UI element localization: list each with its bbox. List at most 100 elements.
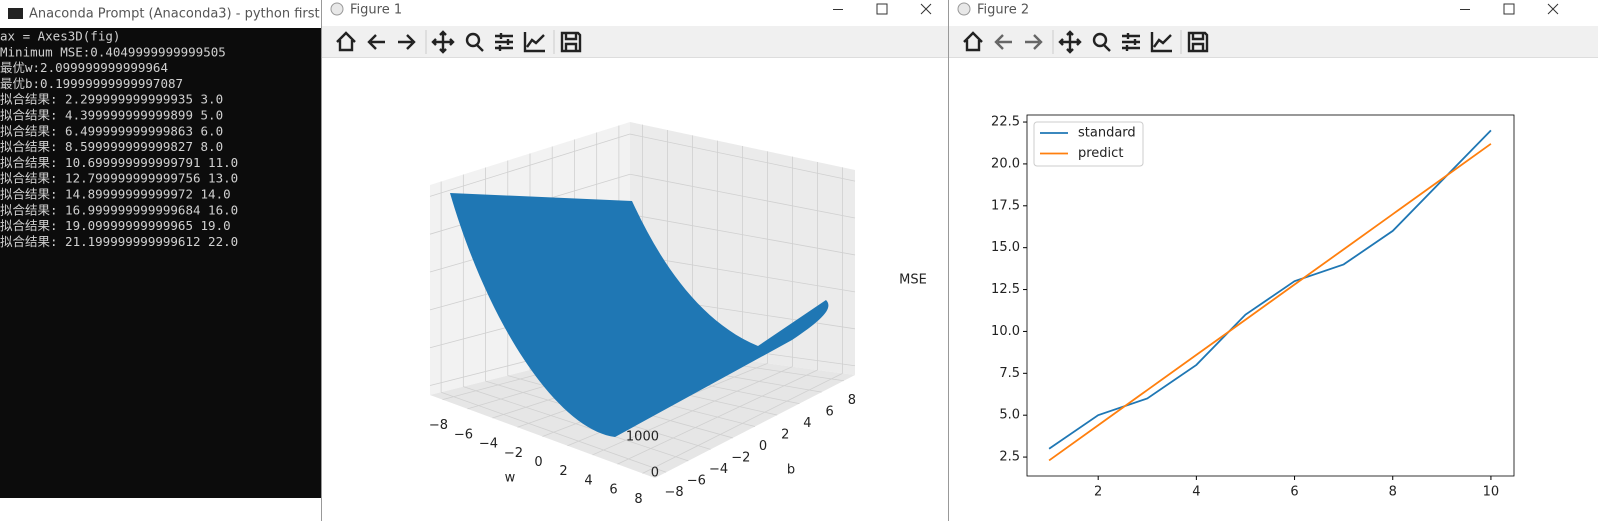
subplots-button[interactable] [495, 33, 513, 51]
z-axis-label: MSE [899, 273, 927, 288]
y-tick-label: 10.0 [991, 324, 1020, 339]
terminal-text: ax = Axes3D(fig)Minimum MSE:0.4049999999… [0, 29, 238, 249]
y-tick-label: 4 [803, 416, 811, 431]
save-button[interactable] [1187, 31, 1209, 53]
figure2-icon [957, 2, 971, 16]
terminal-line: 拟合结果: 8.599999999999827 8.0 [0, 139, 223, 154]
x-tick-label: 2 [559, 464, 567, 479]
forward-button[interactable] [398, 34, 416, 50]
terminal-line: 拟合结果: 16.999999999999684 16.0 [0, 202, 238, 217]
y-tick-label: −2 [731, 450, 750, 465]
line [1048, 143, 1492, 462]
terminal-line: 拟合结果: 10.699999999999791 11.0 [0, 155, 238, 170]
back-button[interactable] [994, 34, 1012, 50]
save-button[interactable] [560, 31, 582, 53]
z-tick-label: 0 [651, 465, 659, 480]
surface [450, 193, 829, 437]
x-tick-label: 6 [609, 483, 617, 498]
y-tick-label: 2 [781, 428, 789, 443]
grid-line [463, 386, 689, 462]
x-tick-label: 4 [1192, 485, 1200, 500]
x-tick-label: −6 [454, 427, 473, 442]
pan-button[interactable] [431, 30, 455, 54]
terminal-line: 拟合结果: 4.399999999999899 5.0 [0, 108, 223, 123]
figure2-titlebar [949, 0, 1598, 26]
x-tick-label: 10 [1483, 485, 1500, 500]
terminal-body [0, 28, 321, 498]
terminal-line: 拟合结果: 19.09999999999965 19.0 [0, 218, 231, 233]
y-tick-label: −4 [709, 462, 728, 477]
terminal-line: 最优b:0.19999999999997087 [0, 76, 183, 91]
home-button[interactable] [963, 31, 983, 52]
legend-label: standard [1078, 126, 1136, 141]
terminal-line: Minimum MSE:0.4049999999999505 [0, 44, 226, 59]
terminal-titlebar [0, 0, 321, 28]
figure1-canvas: −8−6−4−202468−8−6−4−20246801000200030004… [429, 122, 927, 507]
terminal-line: 拟合结果: 6.499999999999863 6.0 [0, 123, 223, 138]
home-button[interactable] [336, 31, 356, 52]
x-tick-label: 8 [634, 492, 642, 507]
terminal-line: 拟合结果: 12.799999999999756 13.0 [0, 171, 238, 186]
grid-line [429, 133, 631, 197]
y-tick-label: 0 [759, 439, 767, 454]
y-tick-label: −6 [687, 473, 706, 488]
y-tick-label: 17.5 [991, 198, 1020, 213]
axes-button[interactable] [1150, 32, 1172, 53]
pan-button[interactable] [1058, 30, 1082, 54]
x-tick-label: 4 [584, 473, 592, 488]
grid-line [440, 391, 667, 473]
x-tick-label: −2 [504, 446, 523, 461]
y-tick-label: 15.0 [991, 240, 1020, 255]
figure2-canvas: 2 4 6 8 10 2.5 5.0 7.5 10.0 12.5 15.0 17.5 20.0 22.5 s… [991, 114, 1515, 500]
x-tick-label: −8 [429, 418, 448, 433]
figure1-titlebar [322, 0, 948, 26]
terminal-line: 拟合结果: 2.299999999999935 3.0 [0, 92, 223, 107]
grid-line [629, 254, 856, 293]
back-button[interactable] [367, 34, 385, 50]
figure1-title: Figure 1 [350, 3, 402, 18]
figure1-toolbar [322, 26, 948, 57]
terminal-line: 最优w:2.099999999999964 [0, 60, 168, 75]
x-tick-label: 6 [1290, 485, 1298, 500]
z-tick-label: 1000 [626, 429, 659, 444]
y-tick-label: 8 [848, 393, 856, 408]
x-tick-label: 0 [534, 455, 542, 470]
maximize-button[interactable] [1503, 3, 1515, 15]
y-axis-label: b [787, 463, 795, 478]
zoom-button[interactable] [465, 32, 484, 52]
terminal-icon [8, 8, 23, 19]
forward-button[interactable] [1025, 34, 1043, 50]
plot-area [1026, 114, 1515, 477]
y-tick-label: 12.5 [991, 282, 1020, 297]
figure1-icon [330, 2, 344, 16]
terminal-line: 拟合结果: 21.199999999999612 22.0 [0, 234, 238, 249]
grid-line [629, 133, 856, 182]
grid-line [629, 173, 856, 219]
x-tick-label: 8 [1389, 485, 1397, 500]
y-tick-label: 22.5 [991, 115, 1020, 130]
close-button[interactable] [1547, 3, 1559, 15]
y-tick-label: 6 [826, 405, 834, 420]
terminal-line: ax = Axes3D(fig) [0, 29, 120, 44]
grid-line [629, 214, 856, 256]
terminal-line: 拟合结果: 14.89999999999972 14.0 [0, 187, 231, 202]
close-button[interactable] [920, 3, 932, 15]
maximize-button[interactable] [876, 3, 888, 15]
x-tick-label: −4 [479, 437, 498, 452]
zoom-button[interactable] [1092, 32, 1111, 52]
x-tick-label: 2 [1094, 485, 1102, 500]
figure2-toolbar [949, 26, 1598, 57]
legend-label: predict [1078, 146, 1123, 161]
x-axis-label: w [505, 471, 516, 486]
axes-button[interactable] [523, 32, 545, 53]
subplots-button[interactable] [1122, 33, 1140, 51]
terminal-title: Anaconda Prompt (Anaconda3) - python fir… [29, 7, 340, 22]
y-tick-label: −8 [665, 485, 684, 500]
y-tick-label: 5.0 [999, 408, 1020, 423]
y-tick-label: 20.0 [991, 156, 1020, 171]
figure2-title: Figure 2 [977, 3, 1029, 18]
y-tick-label: 7.5 [999, 366, 1020, 381]
line [1048, 129, 1492, 450]
